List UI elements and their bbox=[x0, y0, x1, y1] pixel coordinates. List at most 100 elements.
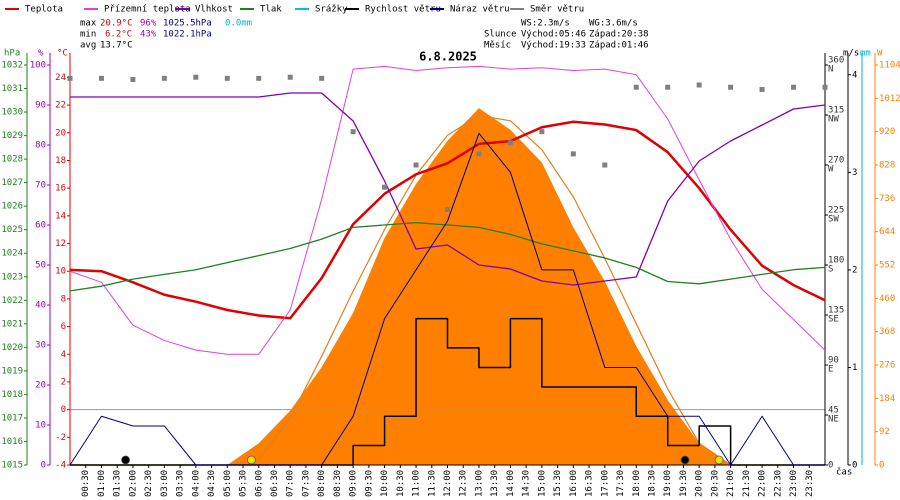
stat: 0.0mm bbox=[225, 19, 252, 29]
stat: WS:2.3m/s bbox=[521, 19, 570, 29]
sun-set-marker bbox=[714, 455, 724, 465]
axis-unit: °C bbox=[57, 49, 68, 59]
legend-label: Vlhkost bbox=[195, 5, 233, 15]
y-tick-label: 1026 bbox=[1, 202, 23, 212]
y-tick-label: 80 bbox=[35, 141, 46, 151]
y-tick-label: 30 bbox=[35, 341, 46, 351]
direction-point bbox=[445, 206, 450, 212]
series-line bbox=[70, 92, 826, 286]
x-tick-label: 02:00 bbox=[128, 470, 138, 497]
direction-point bbox=[759, 86, 765, 92]
y-tick-label: 100 bbox=[30, 61, 46, 71]
y-tick-label: 225 bbox=[828, 206, 844, 216]
y-tick-label: 315 bbox=[828, 106, 844, 116]
stat: 1025.5hPa bbox=[163, 19, 212, 29]
direction-point bbox=[287, 74, 293, 80]
y-tick-label: 10 bbox=[55, 267, 66, 277]
x-tick-label: 19:30 bbox=[679, 470, 689, 497]
x-tick-label: 04:00 bbox=[191, 470, 201, 497]
x-tick-label: 20:30 bbox=[710, 470, 720, 497]
direction-point bbox=[382, 184, 388, 190]
stat-label: max bbox=[80, 19, 97, 29]
x-tick-label: 05:30 bbox=[239, 470, 249, 497]
y-tick-label: 1027 bbox=[1, 178, 23, 188]
direction-point bbox=[665, 84, 671, 90]
x-tick-label: 10:00 bbox=[380, 470, 390, 497]
y-tick-label: 0 bbox=[852, 461, 857, 471]
y-tick-label: 8 bbox=[61, 294, 66, 304]
direction-point bbox=[193, 74, 199, 80]
y-tick-label: 368 bbox=[879, 327, 895, 337]
direction-point bbox=[98, 75, 104, 81]
direction-point bbox=[602, 162, 608, 168]
direction-point bbox=[319, 75, 325, 81]
axis-unit: % bbox=[38, 49, 44, 59]
y-tick-label: 90 bbox=[828, 356, 839, 366]
stat: Východ:19:33 bbox=[521, 41, 586, 51]
x-tick-label: 14:00 bbox=[506, 470, 516, 497]
y-tick-label: -4 bbox=[55, 461, 66, 471]
series-line bbox=[69, 120, 826, 320]
x-tick-label: 05:00 bbox=[223, 470, 233, 497]
legend-label: Srážky bbox=[315, 5, 348, 15]
x-tick-label: 22:00 bbox=[758, 470, 768, 497]
direction-point bbox=[256, 75, 262, 81]
y-tick-label: SE bbox=[828, 315, 839, 325]
x-tick-label: 12:30 bbox=[459, 470, 469, 497]
x-tick-label: 10:30 bbox=[396, 470, 406, 497]
y-tick-label: W bbox=[828, 165, 834, 175]
y-tick-label: 1025 bbox=[1, 225, 23, 235]
y-tick-label: 10 bbox=[35, 421, 46, 431]
y-tick-label: 644 bbox=[879, 227, 895, 237]
x-tick-label: 19:00 bbox=[663, 470, 673, 497]
stat: 6.2°C bbox=[105, 30, 132, 40]
y-tick-label: 18 bbox=[55, 156, 66, 166]
x-tick-label: 21:30 bbox=[742, 470, 752, 497]
y-tick-label: 90 bbox=[35, 101, 46, 111]
y-tick-label: 1015 bbox=[1, 461, 23, 471]
y-tick-label: 6 bbox=[61, 322, 66, 332]
legend-label: Rychlost větru bbox=[365, 5, 441, 15]
y-tick-label: 184 bbox=[879, 394, 895, 404]
direction-point bbox=[350, 129, 356, 135]
x-tick-label: 08:00 bbox=[317, 470, 327, 497]
y-tick-label: 22 bbox=[55, 101, 66, 111]
y-tick-label: N bbox=[828, 65, 833, 75]
direction-point bbox=[413, 162, 419, 168]
y-tick-label: 0 bbox=[61, 405, 66, 415]
axis-unit: mm bbox=[860, 49, 871, 59]
series-line bbox=[69, 132, 825, 466]
x-tick-label: 03:00 bbox=[160, 470, 170, 497]
x-tick-label: 11:30 bbox=[427, 470, 437, 497]
direction-point bbox=[570, 151, 576, 157]
y-tick-label: 1022 bbox=[1, 296, 23, 306]
chart-title: 6.8.2025 bbox=[419, 50, 477, 64]
y-tick-label: 1104 bbox=[879, 61, 900, 71]
y-tick-label: 0 bbox=[41, 461, 46, 471]
direction-point bbox=[728, 84, 734, 90]
y-tick-label: 1012 bbox=[879, 94, 900, 104]
y-tick-label: 828 bbox=[879, 161, 895, 171]
stat: Západ:20:38 bbox=[589, 30, 649, 40]
x-tick-label: 07:00 bbox=[286, 470, 296, 497]
y-tick-label: 92 bbox=[879, 427, 890, 437]
direction-point bbox=[476, 151, 482, 157]
x-tick-label: 21:00 bbox=[726, 470, 736, 497]
direction-point bbox=[822, 84, 828, 90]
x-tick-label: 09:30 bbox=[364, 470, 374, 497]
y-tick-label: 20 bbox=[55, 128, 66, 138]
x-tick-label: 14:30 bbox=[522, 470, 532, 497]
x-tick-label: 06:00 bbox=[254, 470, 264, 497]
x-tick-label: 13:00 bbox=[474, 470, 484, 497]
x-tick-label: 23:30 bbox=[805, 470, 815, 497]
y-tick-label: 2 bbox=[852, 265, 857, 275]
stat: Západ:01:46 bbox=[589, 41, 649, 51]
stat-label: avg bbox=[80, 41, 96, 51]
x-tick-label: 18:00 bbox=[632, 470, 642, 497]
direction-point bbox=[130, 76, 136, 82]
legend-label: Teplota bbox=[25, 5, 63, 15]
legend-label: Přízemní teplota bbox=[104, 5, 191, 15]
stat: Východ:05:46 bbox=[521, 30, 586, 40]
x-tick-label: 06:30 bbox=[270, 470, 280, 497]
legend-label: Směr větru bbox=[530, 5, 584, 15]
